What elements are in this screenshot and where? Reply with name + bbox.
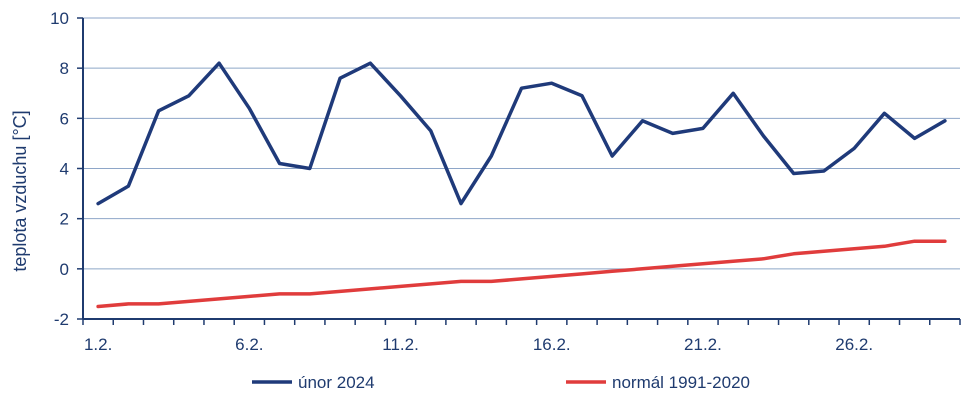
y-tick-label: 2 (60, 210, 69, 229)
x-tick-label: 21.2. (684, 335, 722, 354)
x-tick-label: 16.2. (533, 335, 571, 354)
series-line-0 (96, 61, 947, 206)
series-line-1 (96, 239, 947, 309)
y-tick-label: 8 (60, 59, 69, 78)
grid-lines (83, 17, 960, 270)
y-tick-labels: -2 0 2 4 6 8 10 (50, 9, 69, 329)
y-tick-label: 4 (60, 160, 69, 179)
axes (77, 17, 961, 325)
y-tick-label: 0 (60, 260, 69, 279)
y-tick-label: -2 (54, 310, 69, 329)
y-tick-label: 10 (50, 9, 69, 28)
y-tick-label: 6 (60, 109, 69, 128)
legend-label: únor 2024 (298, 373, 375, 392)
x-tick-labels: 1.2. 6.2. 11.2. 16.2. 21.2. 26.2. (84, 335, 873, 354)
legend: únor 2024 normál 1991-2020 (252, 373, 750, 392)
series-lines (96, 61, 947, 309)
y-axis-title: teplota vzduchu [°C] (10, 110, 30, 271)
x-tick-label: 6.2. (235, 335, 263, 354)
legend-label: normál 1991-2020 (612, 373, 750, 392)
x-tick-label: 11.2. (382, 335, 419, 354)
x-tick-label: 1.2. (84, 335, 112, 354)
x-tick-label: 26.2. (835, 335, 873, 354)
